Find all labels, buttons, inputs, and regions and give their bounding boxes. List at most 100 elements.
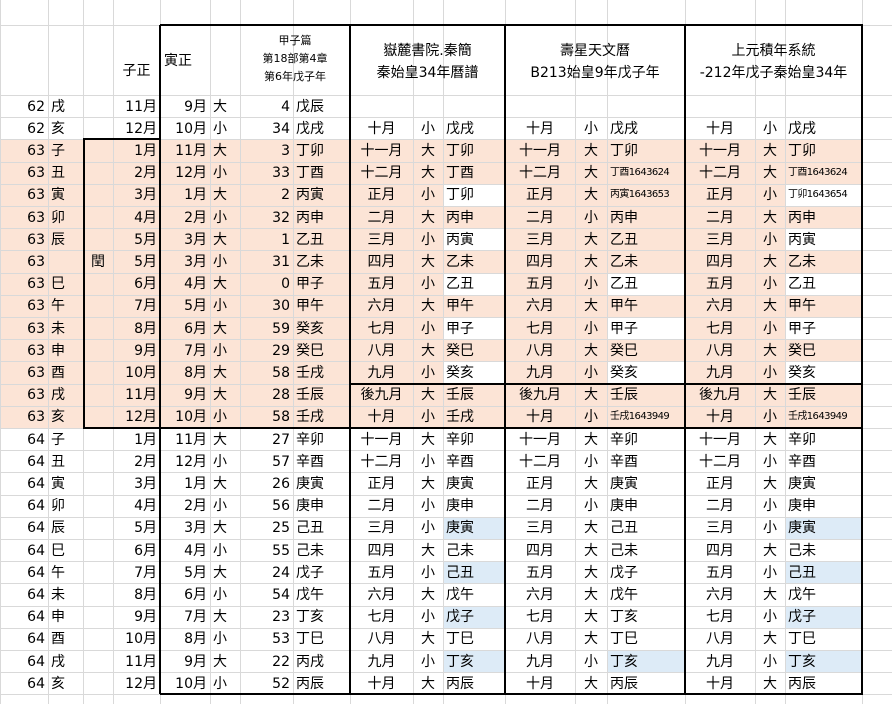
table-cell: 9月 xyxy=(184,387,207,404)
table-cell: 七月 xyxy=(706,320,734,337)
table-cell: 63 xyxy=(27,142,45,159)
table-cell: 7月 xyxy=(184,609,207,626)
table-cell: 大 xyxy=(763,253,777,270)
table-cell: 六月 xyxy=(706,298,734,315)
table-cell: 1月 xyxy=(134,142,157,159)
header-section: 嶽麓書院.秦簡 xyxy=(383,43,472,59)
table-cell: 7月 xyxy=(184,342,207,359)
cell-blue xyxy=(443,605,505,628)
table-cell: 2月 xyxy=(134,453,157,470)
grid-line xyxy=(575,0,576,704)
table-cell: 乙未 xyxy=(446,253,474,270)
table-cell: 卯 xyxy=(51,209,65,226)
grid-line xyxy=(0,183,892,185)
cell-white xyxy=(443,272,505,295)
grid-line xyxy=(0,206,892,207)
grid-line xyxy=(210,0,211,704)
table-cell: 壬戌 xyxy=(446,409,474,426)
table-cell: 大 xyxy=(584,609,598,626)
table-cell: 七月 xyxy=(526,320,554,337)
table-cell: 10月 xyxy=(175,675,207,692)
table-cell: 甲子 xyxy=(446,320,474,337)
table-cell: 亥 xyxy=(51,409,65,426)
table-cell: 酉 xyxy=(51,631,65,648)
table-cell: 丙辰 xyxy=(788,675,816,692)
table-cell: 乙未 xyxy=(610,253,638,270)
table-cell: 子 xyxy=(51,431,65,448)
grid-line xyxy=(755,0,756,704)
table-cell: 3月 xyxy=(134,475,157,492)
table-cell: 二月 xyxy=(526,498,554,515)
table-cell: 八月 xyxy=(526,631,554,648)
table-cell: 正月 xyxy=(706,475,734,492)
table-cell: 1月 xyxy=(184,187,207,204)
table-cell: 丁巳 xyxy=(446,631,474,648)
table-cell: 30 xyxy=(272,298,290,315)
table-cell: 甲午 xyxy=(788,298,816,315)
table-cell: 庚申 xyxy=(296,498,324,515)
table-cell: 丙申 xyxy=(610,209,638,226)
table-cell: 丑 xyxy=(51,453,65,470)
table-cell: 大 xyxy=(584,298,598,315)
table-cell: 大 xyxy=(584,586,598,603)
table-cell: 庚寅 xyxy=(446,520,474,537)
table-cell: 甲午 xyxy=(296,298,324,315)
row-highlight xyxy=(0,183,862,206)
table-cell: 癸亥 xyxy=(610,364,638,381)
table-cell: 57 xyxy=(272,453,290,470)
table-cell: 乙未 xyxy=(296,253,324,270)
header-jiazi: 甲子篇 xyxy=(278,34,312,47)
table-cell: 小 xyxy=(763,120,777,137)
table-cell: 戊午 xyxy=(610,586,638,603)
table-cell: 庚寅 xyxy=(296,475,324,492)
row-highlight xyxy=(0,339,862,362)
table-cell: 63 xyxy=(27,320,45,337)
table-cell: 甲子 xyxy=(296,276,324,293)
table-cell: 64 xyxy=(27,453,45,470)
table-cell: 29 xyxy=(272,342,290,359)
cell-blue xyxy=(443,561,505,584)
row-highlight xyxy=(0,206,862,229)
table-cell: 辛卯 xyxy=(610,431,638,448)
table-cell: 二月 xyxy=(367,498,396,515)
table-cell: 子 xyxy=(51,142,65,159)
table-cell: 十月 xyxy=(706,675,734,692)
table-cell: 12月 xyxy=(175,165,207,182)
table-cell: 63 xyxy=(27,298,45,315)
table-cell: 小 xyxy=(421,364,435,381)
cell-white xyxy=(785,361,862,384)
cell-white xyxy=(443,183,505,206)
grid-line xyxy=(0,539,892,540)
table-cell: 4月 xyxy=(134,498,157,515)
table-cell: 11月 xyxy=(175,431,207,448)
table-cell: 十月 xyxy=(367,120,396,137)
grid-line xyxy=(443,0,444,704)
table-cell: 大 xyxy=(763,586,777,603)
table-cell: 小 xyxy=(421,609,435,626)
table-cell: 十月 xyxy=(706,120,734,137)
table-cell: 三月 xyxy=(526,520,554,537)
table-cell: 1月 xyxy=(184,475,207,492)
table-cell: 3月 xyxy=(184,231,207,248)
table-cell: 辰 xyxy=(51,231,65,248)
table-cell: 大 xyxy=(763,631,777,648)
table-cell: 小 xyxy=(763,187,777,204)
table-cell: 後九月 xyxy=(699,387,741,404)
cell-blue xyxy=(607,650,685,673)
table-cell: 大 xyxy=(213,653,227,670)
header-section: 壽星天文曆 xyxy=(560,43,630,59)
table-cell: 癸巳 xyxy=(446,342,474,359)
grid-line xyxy=(293,0,294,704)
grid-line xyxy=(0,472,892,474)
table-cell: 大 xyxy=(213,276,227,293)
table-cell: 33 xyxy=(272,165,290,182)
table-cell: 七月 xyxy=(367,320,396,337)
table-cell: 大 xyxy=(421,542,435,559)
table-cell: 3 xyxy=(281,142,290,159)
table-cell: 乙丑 xyxy=(610,231,638,248)
table-cell: 五月 xyxy=(526,276,554,293)
border xyxy=(160,427,863,429)
table-cell: 4月 xyxy=(134,209,157,226)
table-cell: 丁卯 xyxy=(446,142,474,159)
table-cell: 小 xyxy=(421,231,435,248)
